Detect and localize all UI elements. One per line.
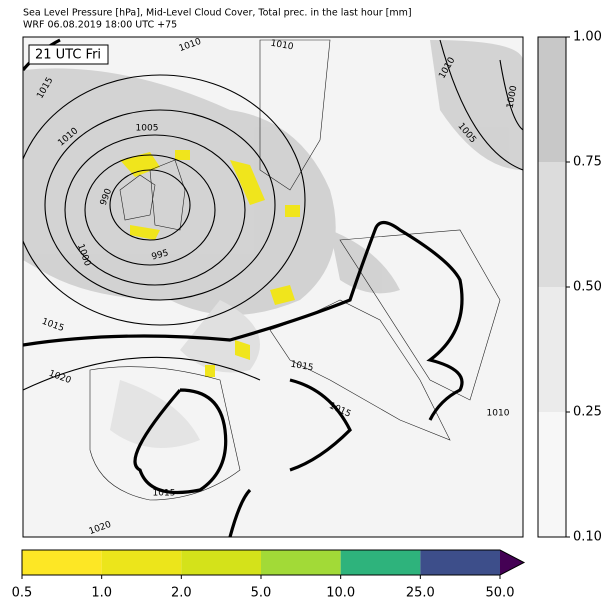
isobars bbox=[23, 39, 523, 391]
colorbar-frame bbox=[21, 549, 526, 576]
colorbar-segment bbox=[340, 550, 421, 575]
title: Sea Level Pressure [hPa], Mid-Level Clou… bbox=[23, 8, 412, 19]
colorbar-segment bbox=[261, 550, 341, 575]
colorbar-segment bbox=[101, 550, 182, 575]
contour-label: 1010 bbox=[270, 39, 295, 53]
colorbar-tick-label: 0.25 bbox=[573, 405, 602, 420]
colorbar-tick-label: 5.0 bbox=[251, 586, 272, 601]
contour-label: 1015 bbox=[153, 489, 176, 499]
colorbar-segment bbox=[538, 412, 566, 537]
time-box bbox=[28, 44, 109, 65]
colorbar-extend bbox=[500, 550, 524, 575]
cloud-colorbar: 0.10 0.25 0.50 0.75 1.00 bbox=[537, 30, 602, 545]
contour-label: 1005 bbox=[136, 124, 159, 134]
colorbar-tick-label: 0.5 bbox=[12, 586, 33, 601]
contour-label: 995 bbox=[151, 248, 170, 262]
precip-colorbar: 0.5 1.0 2.0 5.0 10.0 25.0 50.0 bbox=[12, 549, 526, 601]
coastlines bbox=[89, 39, 501, 501]
colorbar-segment bbox=[538, 162, 566, 287]
colorbar-segment bbox=[181, 550, 261, 575]
colorbar-tick-label: 25.0 bbox=[406, 586, 435, 601]
colorbar-tick-label: 50.0 bbox=[486, 586, 515, 601]
map-frame bbox=[22, 36, 524, 538]
cloud-cover bbox=[23, 40, 523, 448]
contour-label: 1010 bbox=[487, 409, 510, 419]
isobar-1015 bbox=[23, 38, 464, 537]
colorbar-tick-label: 1.0 bbox=[91, 586, 112, 601]
colorbar-segment bbox=[538, 287, 566, 412]
colorbar-tick-label: 0.50 bbox=[573, 280, 602, 295]
colorbar-segment bbox=[538, 37, 566, 162]
precipitation bbox=[120, 150, 300, 377]
colorbar-tick-label: 0.75 bbox=[573, 155, 602, 170]
colorbar-segment bbox=[420, 550, 500, 575]
contour-label: 1000 bbox=[506, 85, 520, 110]
contour-label: 1015 bbox=[290, 360, 314, 374]
colorbar-tick-label: 2.0 bbox=[171, 586, 192, 601]
time-label: 21 UTC Fri bbox=[35, 48, 101, 63]
colorbar-tick-label: 0.10 bbox=[573, 530, 602, 545]
colorbar-tick-label: 1.00 bbox=[573, 30, 602, 45]
colorbar-tick-label: 10.0 bbox=[326, 586, 355, 601]
colorbar-segment bbox=[22, 550, 102, 575]
subtitle: WRF 06.08.2019 18:00 UTC +75 bbox=[23, 20, 177, 31]
